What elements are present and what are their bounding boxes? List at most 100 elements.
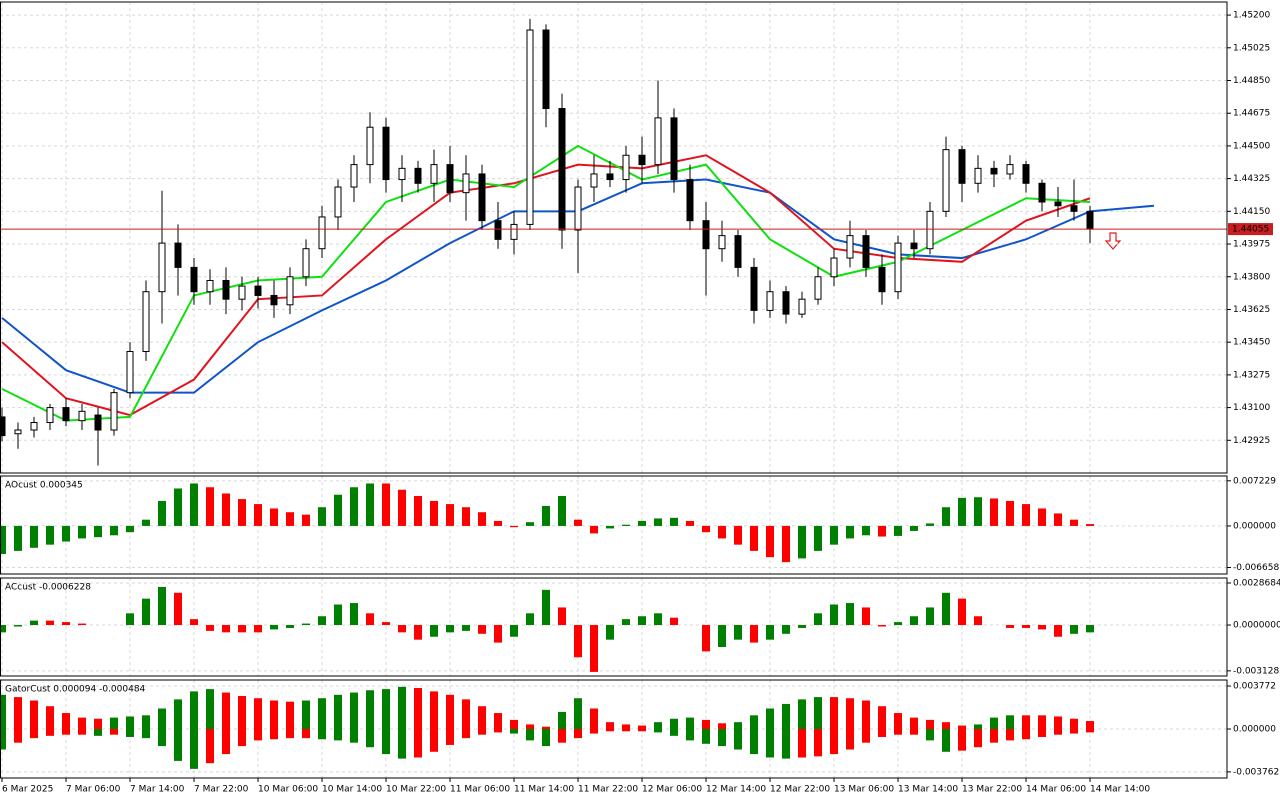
gator-bar — [222, 692, 230, 729]
candle-body — [318, 216, 326, 250]
histogram-bar — [782, 625, 790, 634]
candle-body — [606, 173, 614, 181]
gator-bar — [526, 729, 534, 741]
histogram-bar — [46, 525, 54, 545]
candle-body — [478, 173, 486, 222]
candle-body — [414, 167, 422, 184]
histogram-bar — [942, 507, 950, 526]
candle-body — [222, 279, 230, 300]
gator-bar — [814, 729, 822, 757]
histogram-bar — [734, 625, 742, 640]
histogram-bar — [766, 525, 774, 558]
gator-bar — [142, 715, 150, 729]
histogram-bar — [926, 607, 934, 626]
sell-arrow — [1104, 232, 1122, 250]
histogram-bar — [238, 499, 246, 526]
candle-body — [110, 392, 118, 431]
candle-body — [350, 164, 358, 188]
gator-bar — [398, 686, 406, 729]
candle-body — [238, 285, 246, 300]
candle-body — [1086, 210, 1094, 230]
candle-body — [382, 126, 390, 181]
gator-bar — [510, 719, 518, 729]
gator-bar — [30, 729, 38, 739]
gator-bar — [1054, 716, 1062, 729]
candle-body — [1006, 164, 1014, 175]
gator-bar — [414, 687, 422, 729]
histogram-bar — [30, 525, 38, 548]
candle-body — [286, 276, 294, 306]
histogram-bar — [1006, 500, 1014, 526]
gator-bar — [334, 694, 342, 729]
gator-bar — [830, 697, 838, 729]
candle-body — [334, 186, 342, 218]
candle-body — [846, 235, 854, 259]
candle-body — [814, 276, 822, 300]
gator-bar — [654, 729, 662, 733]
histogram-bar — [670, 517, 678, 526]
y-tick-label: 1.45025 — [1233, 43, 1270, 53]
x-tick-label: 7 Mar 06:00 — [66, 785, 121, 795]
y-tick-label: 1.45200 — [1233, 11, 1270, 21]
histogram-bar — [30, 620, 38, 626]
gator-bar — [94, 729, 102, 736]
alligator-line — [1, 154, 1091, 417]
gator-bar — [206, 729, 214, 764]
candle-body — [686, 179, 694, 222]
histogram-bar — [974, 497, 982, 526]
candle-body — [366, 126, 374, 166]
histogram-bar — [446, 625, 454, 633]
histogram-bar — [318, 507, 326, 526]
histogram-bar — [302, 623, 310, 626]
histogram-bar — [350, 603, 358, 626]
gator-bar — [62, 713, 70, 729]
gator-bar — [382, 689, 390, 729]
histogram-bar — [0, 625, 6, 633]
histogram-bar — [574, 625, 582, 658]
histogram-bar — [542, 589, 550, 626]
candle-body — [158, 242, 166, 293]
histogram-bar — [46, 620, 54, 626]
gator-bar — [1070, 729, 1078, 734]
gator-bar — [750, 729, 758, 755]
gator-bar — [718, 723, 726, 729]
gator-bar — [190, 729, 198, 769]
gator-bar — [926, 719, 934, 729]
gator-bar — [14, 697, 22, 729]
x-tick-label: 13 Mar 06:00 — [834, 785, 894, 795]
gator-bar — [1006, 729, 1014, 741]
histogram-bar — [910, 616, 918, 626]
histogram-bar — [222, 625, 230, 633]
gator-bar — [814, 697, 822, 729]
gator-bar — [462, 729, 470, 739]
candle-body — [78, 410, 86, 422]
histogram-bar — [382, 483, 390, 526]
histogram-bar — [718, 525, 726, 539]
histogram-bar — [686, 520, 694, 526]
gator-bar — [126, 729, 134, 737]
histogram-bar — [702, 525, 710, 533]
candle-body — [142, 291, 150, 353]
histogram-bar — [878, 625, 886, 627]
histogram-bar — [830, 604, 838, 626]
y-tick-label: 1.42925 — [1233, 436, 1270, 446]
gator-bar — [942, 729, 950, 752]
gator-bar — [862, 700, 870, 729]
histogram-bar — [622, 619, 630, 626]
gator-bar — [318, 698, 326, 729]
candle-body — [878, 266, 886, 293]
histogram-bar — [622, 524, 630, 526]
histogram-bar — [462, 625, 470, 631]
gator-bar — [1070, 718, 1078, 729]
x-tick-label: 12 Mar 22:00 — [770, 785, 830, 795]
y-tick-label: 0.000000 — [1233, 725, 1276, 735]
gator-bar — [686, 717, 694, 729]
histogram-bar — [398, 489, 406, 526]
candle-body — [462, 173, 470, 194]
gator-bar — [734, 729, 742, 750]
candle-body — [830, 257, 838, 278]
last-price-box — [1228, 223, 1273, 236]
candle-body — [510, 223, 518, 240]
